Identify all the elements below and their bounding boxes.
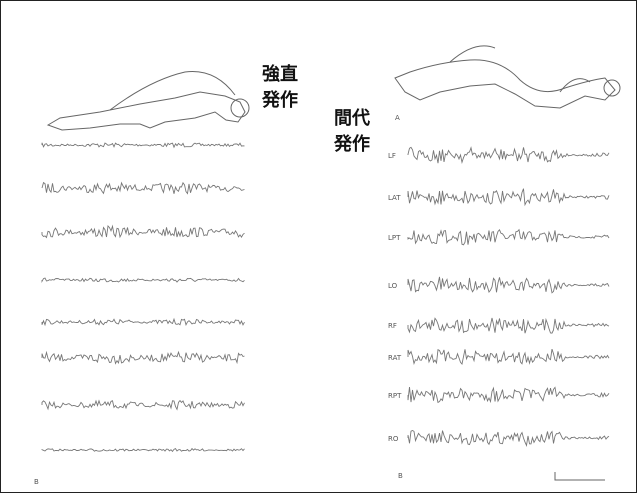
channel-label: RPT xyxy=(388,392,402,400)
tonic-label: 発作 xyxy=(261,89,298,111)
channel-label: LF xyxy=(388,152,396,160)
marker: B xyxy=(398,472,403,480)
channel-label: RO xyxy=(388,435,399,443)
channel-label: RAT xyxy=(388,354,402,362)
page: 強直 発作 間代 発作 B A B LF LAT LPT LO RF RAT RPT RO xyxy=(0,0,637,493)
channel-label: LAT xyxy=(388,194,401,202)
channel-label: LPT xyxy=(388,234,401,242)
channel-label: LO xyxy=(388,282,398,290)
channel-label: RF xyxy=(388,322,397,330)
clonic-label: 間代 xyxy=(334,108,370,129)
clonic-label: 発作 xyxy=(333,133,370,155)
tonic-label: 強直 xyxy=(262,63,298,85)
marker: B xyxy=(34,478,39,486)
frame xyxy=(1,1,637,493)
marker: A xyxy=(395,114,400,122)
